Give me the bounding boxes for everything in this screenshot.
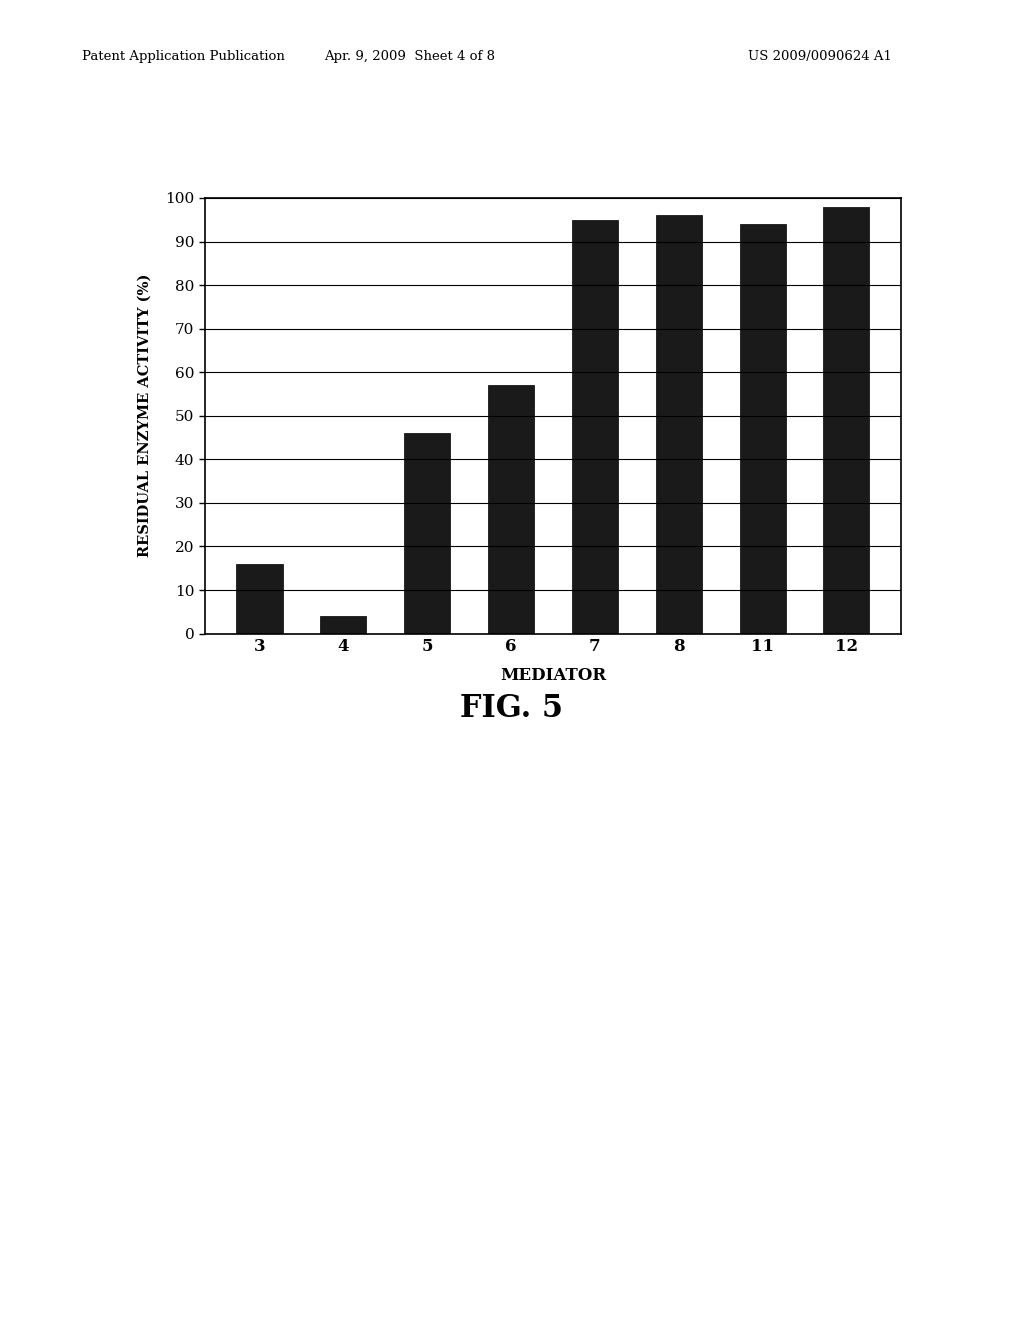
Bar xyxy=(321,616,367,634)
X-axis label: MEDIATOR: MEDIATOR xyxy=(500,667,606,684)
Bar xyxy=(488,385,535,634)
Text: Patent Application Publication: Patent Application Publication xyxy=(82,50,285,63)
Text: US 2009/0090624 A1: US 2009/0090624 A1 xyxy=(748,50,892,63)
Text: FIG. 5: FIG. 5 xyxy=(461,693,563,723)
Bar xyxy=(571,219,617,634)
Bar xyxy=(739,224,785,634)
Bar xyxy=(823,207,869,634)
Y-axis label: RESIDUAL ENZYME ACTIVITY (%): RESIDUAL ENZYME ACTIVITY (%) xyxy=(137,275,152,557)
Bar xyxy=(655,215,701,634)
Bar xyxy=(237,564,283,634)
Text: Apr. 9, 2009  Sheet 4 of 8: Apr. 9, 2009 Sheet 4 of 8 xyxy=(325,50,495,63)
Bar xyxy=(404,433,451,634)
